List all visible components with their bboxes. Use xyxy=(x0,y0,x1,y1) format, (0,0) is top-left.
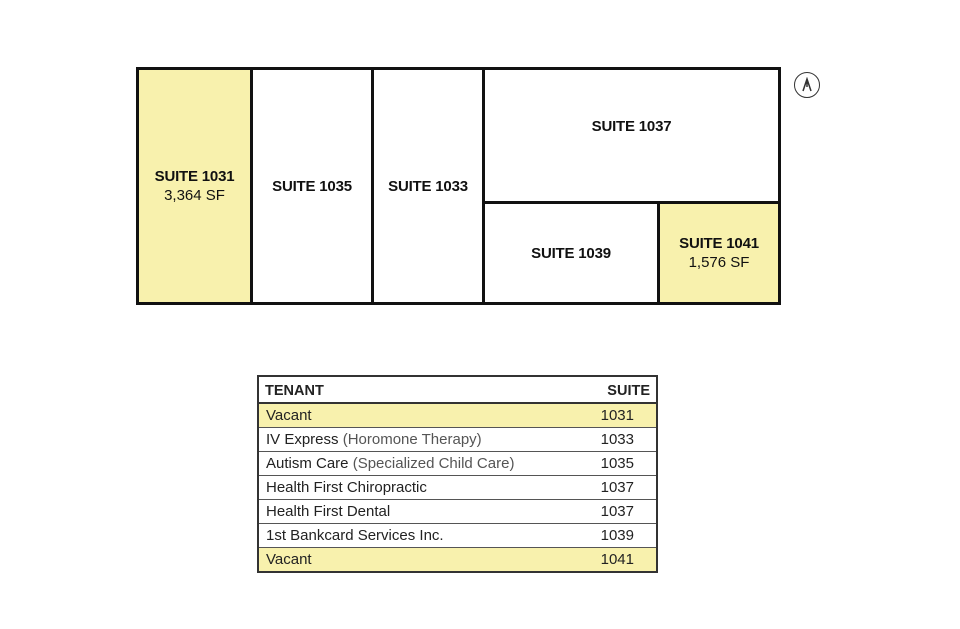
table-row: Vacant 1041 xyxy=(258,547,657,572)
table-row: Health First Chiropractic 1037 xyxy=(258,475,657,500)
suite-1041[interactable]: SUITE 1041 1,576 SF xyxy=(657,201,778,302)
table-header: TENANT SUITE xyxy=(258,376,657,404)
suite-area: 3,364 SF xyxy=(164,187,225,204)
suite-name: SUITE 1041 xyxy=(679,235,759,252)
tenant-name: Health First Dental xyxy=(266,503,391,520)
suite-name: SUITE 1035 xyxy=(272,177,352,195)
suite-area: 1,576 SF xyxy=(688,254,750,271)
suite-number: 1041 xyxy=(579,547,657,572)
suite-number: 1039 xyxy=(579,523,657,548)
suite-name: SUITE 1031 xyxy=(154,168,235,185)
north-arrow-icon xyxy=(794,72,820,98)
tenant-note: (Specialized Child Care) xyxy=(352,455,515,472)
table-row: IV Express (Horomone Therapy) 1033 xyxy=(258,427,657,452)
table-row: Health First Dental 1037 xyxy=(258,499,657,524)
suite-1035[interactable]: SUITE 1035 xyxy=(250,70,371,302)
table-row: Vacant 1031 xyxy=(258,402,657,428)
table-row: Autism Care (Specialized Child Care) 103… xyxy=(258,451,657,476)
tenant-name: Vacant xyxy=(266,551,312,568)
suite-1033[interactable]: SUITE 1033 xyxy=(371,70,482,302)
suite-number: 1037 xyxy=(579,475,657,500)
tenant-name: Autism Care xyxy=(266,455,349,472)
tenant-name: Health First Chiropractic xyxy=(266,479,427,496)
suite-name: SUITE 1037 xyxy=(591,118,672,135)
tenant-name: IV Express xyxy=(266,431,339,448)
floor-plan: SUITE 1031 3,364 SF SUITE 1035 SUITE 103… xyxy=(136,67,781,305)
tenant-table: TENANT SUITE Vacant 1031 IV Express (Hor… xyxy=(257,375,658,573)
tenant-name: Vacant xyxy=(266,407,312,424)
header-suite: SUITE xyxy=(579,376,657,404)
suite-number: 1037 xyxy=(579,499,657,524)
suite-name: SUITE 1039 xyxy=(531,244,611,262)
tenant-note: (Horomone Therapy) xyxy=(342,431,482,448)
suite-number: 1033 xyxy=(579,427,657,452)
tenant-name: 1st Bankcard Services Inc. xyxy=(266,527,444,544)
suite-name: SUITE 1033 xyxy=(388,177,468,195)
suite-1031[interactable]: SUITE 1031 3,364 SF xyxy=(139,70,250,302)
header-tenant: TENANT xyxy=(258,376,580,404)
table-row: 1st Bankcard Services Inc. 1039 xyxy=(258,523,657,548)
suite-1039[interactable]: SUITE 1039 xyxy=(482,201,657,302)
suite-1037[interactable]: SUITE 1037 xyxy=(482,70,778,201)
suite-number: 1031 xyxy=(579,402,657,428)
suite-number: 1035 xyxy=(579,451,657,476)
